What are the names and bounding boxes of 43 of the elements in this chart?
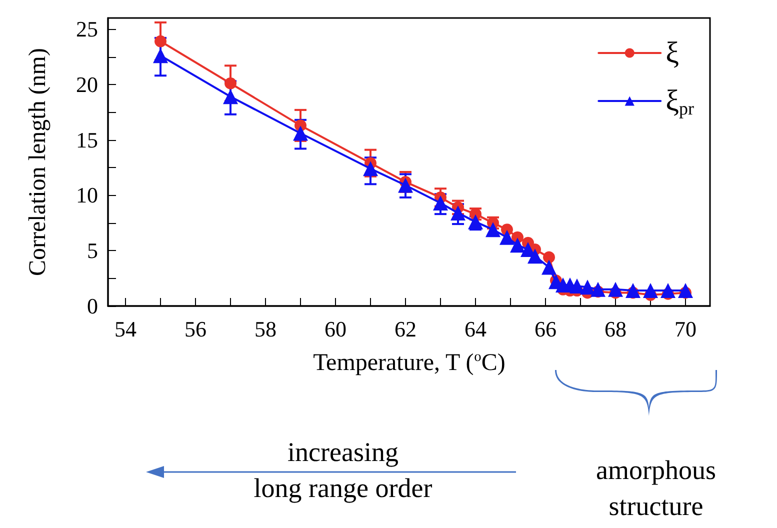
point [520,242,536,258]
text: amorphous structure [596,455,716,521]
y-tick-label: 5 [87,238,98,264]
point [626,282,640,298]
point [543,251,555,264]
point [433,195,448,210]
point [450,205,466,220]
point [153,48,168,64]
point [660,282,676,298]
point [154,35,166,48]
point [223,89,238,104]
point [363,161,378,176]
point [510,238,525,253]
text: increasing long range order [254,437,432,503]
y-tick-label: 0 [87,294,98,318]
x-tick-label: 68 [604,316,626,342]
point [486,222,500,238]
y-axis-title: Correlation length (nm) [25,48,51,276]
x-tick-label: 56 [184,316,206,342]
point [590,282,606,297]
x-tick-label: 70 [674,316,696,342]
point [678,282,693,298]
point [580,280,595,295]
point [224,77,236,90]
legend-label: ξ [666,36,680,70]
y-tick-label: 20 [76,72,98,97]
x-tick-label: 54 [114,316,136,342]
x-tick-label: 66 [534,316,556,342]
point [500,230,514,245]
x-tick-label: 58 [254,316,276,342]
point [643,282,658,298]
point [398,178,413,193]
y-tick-label: 25 [76,16,98,42]
x-tick-label: 60 [324,316,346,342]
y-tick-label: 15 [76,127,98,152]
x-tick-label: 64 [464,316,486,342]
point [570,278,584,294]
x-tick-label: 62 [394,316,416,342]
point [542,260,556,275]
point [293,126,308,141]
y-tick-label: 10 [76,182,98,208]
point [608,282,623,297]
point [528,248,542,264]
